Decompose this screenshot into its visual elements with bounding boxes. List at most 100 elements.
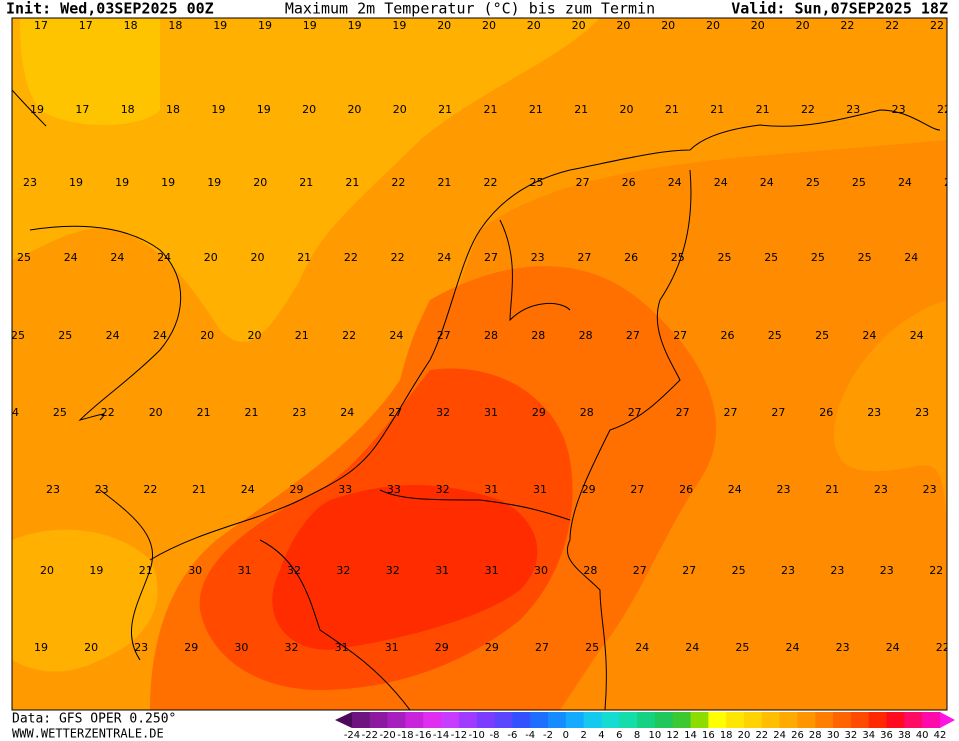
temperature-label: 22 <box>342 329 356 342</box>
temperature-label: 27 <box>771 406 785 419</box>
temperature-label: 21 <box>197 406 211 419</box>
temperature-label: 20 <box>620 103 634 116</box>
temperature-label: 27 <box>676 406 690 419</box>
temperature-label: 24 <box>898 176 912 189</box>
temperature-label: 23 <box>880 564 894 577</box>
temperature-label: 29 <box>485 641 499 654</box>
temperature-label: 27 <box>628 406 642 419</box>
temperature-label: 20 <box>204 251 218 264</box>
temperature-label: 31 <box>485 564 499 577</box>
colorbar-box <box>690 712 709 728</box>
temperature-label: 20 <box>40 564 54 577</box>
temperature-label: 30 <box>188 564 202 577</box>
temperature-label: 25 <box>671 251 685 264</box>
temperature-label: 25 <box>815 329 829 342</box>
colorbar-label: -20 <box>379 730 395 741</box>
colorbar-box <box>476 712 496 728</box>
temperature-label: 24 <box>714 176 728 189</box>
colorbar-box <box>761 712 781 728</box>
temperature-label: 21 <box>484 103 498 116</box>
colorbar-label: 40 <box>916 730 929 741</box>
map-frame <box>11 17 948 711</box>
temperature-label: 24 <box>153 329 167 342</box>
temperature-label: 31 <box>385 641 399 654</box>
colorbar-end <box>335 712 352 728</box>
coastline <box>149 109 941 561</box>
temperature-label: 24 <box>64 251 78 264</box>
temperature-label: 24 <box>389 329 403 342</box>
temperature-label: 23 <box>46 483 60 496</box>
temperature-label: 20 <box>706 19 720 32</box>
temperature-label: 22 <box>101 406 115 419</box>
colorbar-box <box>672 712 692 728</box>
temperature-label: 27 <box>577 251 591 264</box>
temperature-label: 31 <box>238 564 252 577</box>
temperature-label: 28 <box>580 406 594 419</box>
temperature-label: 24 <box>944 176 958 189</box>
temperature-label: 26 <box>679 483 693 496</box>
colorbar-label: -18 <box>397 730 413 741</box>
temperature-label: 24 <box>886 641 900 654</box>
colorbar-label: -4 <box>525 730 535 741</box>
temperature-label: 23 <box>531 251 545 264</box>
temperature-label: 22 <box>391 251 405 264</box>
colorbar-label: 30 <box>827 730 840 741</box>
temperature-label: 31 <box>335 641 349 654</box>
colorbar-label: 14 <box>684 730 697 741</box>
colorbar-box <box>530 712 549 728</box>
temperature-label: 32 <box>287 564 301 577</box>
colorbar-box <box>726 712 745 728</box>
temperature-label: 29 <box>290 483 304 496</box>
temperature-label: 20 <box>149 406 163 419</box>
colorbar-box <box>565 712 585 728</box>
temperature-label: 23 <box>830 564 844 577</box>
colorbar-label: -22 <box>362 730 378 741</box>
temperature-label: 24 <box>910 329 924 342</box>
temperature-label: 32 <box>386 564 400 577</box>
temperature-label: 25 <box>858 251 872 264</box>
temperature-label: 25 <box>852 176 866 189</box>
temperature-label: 24 <box>5 406 19 419</box>
colorbar-label: -2 <box>543 730 553 741</box>
temperature-label: 20 <box>200 329 214 342</box>
temperature-label: 22 <box>930 19 944 32</box>
temperature-label: 24 <box>786 641 800 654</box>
colorbar-label: 34 <box>862 730 875 741</box>
temperature-label: 19 <box>257 103 271 116</box>
temperature-label: 28 <box>583 564 597 577</box>
valid-date: Valid: Sun,07SEP2025 18Z <box>731 0 948 18</box>
temperature-label: 20 <box>527 19 541 32</box>
temperature-label: 27 <box>724 406 738 419</box>
temperature-label: 19 <box>392 19 406 32</box>
temperature-label: 27 <box>673 329 687 342</box>
temperature-label: 32 <box>436 406 450 419</box>
temperature-label: 24 <box>437 251 451 264</box>
temperature-label: 23 <box>923 483 937 496</box>
colorbar-label: 20 <box>738 730 751 741</box>
temperature-label: 27 <box>388 406 402 419</box>
colorbar-label: -16 <box>415 730 431 741</box>
temperature-label: 24 <box>862 329 876 342</box>
temperature-label: 21 <box>139 564 153 577</box>
temperature-label: 29 <box>532 406 546 419</box>
temperature-label: 24 <box>106 329 120 342</box>
border <box>259 169 692 710</box>
temperature-label: 19 <box>258 19 272 32</box>
colorbar-label: 16 <box>702 730 715 741</box>
temperature-label: 19 <box>348 19 362 32</box>
temperature-label: 21 <box>295 329 309 342</box>
temperature-label: 31 <box>484 406 498 419</box>
temperature-label: 29 <box>582 483 596 496</box>
temperature-label: 19 <box>89 564 103 577</box>
temperature-label: 28 <box>484 329 498 342</box>
temperature-label: 27 <box>630 483 644 496</box>
colorbar-box <box>601 712 620 728</box>
temperature-label: 28 <box>531 329 545 342</box>
colorbar-box <box>352 712 371 728</box>
colorbar-label: 2 <box>580 730 586 741</box>
temperature-label: 30 <box>534 564 548 577</box>
temperature-label: 19 <box>115 176 129 189</box>
temperature-label: 24 <box>760 176 774 189</box>
temperature-label: 20 <box>796 19 810 32</box>
colorbar-box <box>619 712 638 728</box>
